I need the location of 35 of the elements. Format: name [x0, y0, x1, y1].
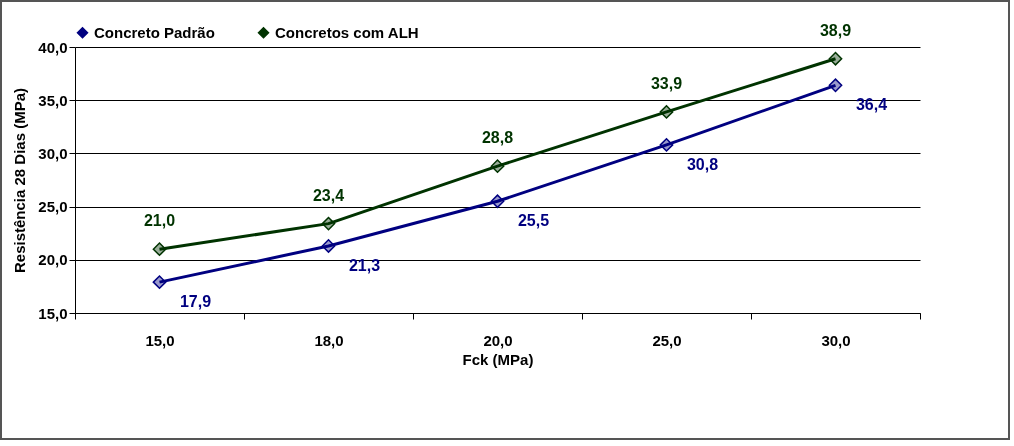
data-label: 36,4 — [855, 96, 888, 114]
y-tick-label: 25,0 — [38, 198, 68, 216]
data-label: 21,0 — [143, 212, 176, 230]
x-tick-label: 18,0 — [314, 331, 344, 349]
data-label: 28,8 — [481, 129, 514, 147]
point — [490, 194, 505, 209]
point — [659, 138, 674, 152]
legend-label: Concretos com ALH — [275, 23, 419, 41]
data-label: 21,3 — [348, 256, 381, 274]
y-tick-label: 15,0 — [38, 304, 68, 322]
point — [659, 105, 674, 119]
point — [490, 159, 505, 174]
x-tick-label: 25,0 — [652, 331, 682, 349]
data-label: 33,9 — [650, 74, 683, 92]
x-tick-label: 15,0 — [145, 331, 175, 349]
data-label: 25,5 — [517, 212, 550, 230]
point — [321, 216, 336, 231]
x-tick-label: 20,0 — [483, 331, 513, 349]
data-label: 38,9 — [819, 21, 852, 39]
legend-label: Concreto Padrão — [94, 23, 215, 41]
point — [152, 242, 167, 257]
y-tick-label: 30,0 — [38, 144, 68, 162]
point — [828, 51, 843, 66]
y-axis-title: Resistência 28 Dias (MPa) — [11, 87, 29, 274]
y-tick-label: 40,0 — [38, 38, 68, 56]
data-label: 30,8 — [686, 155, 719, 173]
x-tick-label: 30,0 — [821, 331, 851, 349]
x-axis-title: Fck (MPa) — [462, 350, 534, 368]
point — [321, 239, 336, 253]
data-label: 17,9 — [179, 293, 212, 311]
y-tick-label: 35,0 — [38, 91, 68, 109]
y-tick-label: 20,0 — [38, 251, 68, 269]
point — [828, 78, 843, 93]
data-label: 23,4 — [312, 186, 345, 204]
point — [152, 275, 167, 290]
